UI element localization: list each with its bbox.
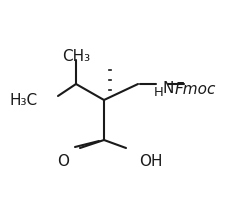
Text: CH₃: CH₃ (62, 49, 90, 64)
Text: Fmoc: Fmoc (175, 82, 216, 97)
Text: N: N (163, 81, 174, 96)
Text: H₃C: H₃C (10, 93, 38, 108)
Text: OH: OH (139, 154, 162, 168)
Text: O: O (57, 154, 69, 168)
Text: H: H (154, 86, 164, 99)
